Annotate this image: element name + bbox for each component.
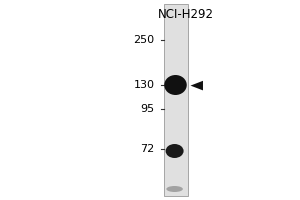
Bar [164,4,188,196]
Text: NCI-H292: NCI-H292 [158,8,214,21]
Text: 95: 95 [140,104,154,114]
Ellipse shape [164,75,187,95]
Text: 250: 250 [134,35,154,45]
Ellipse shape [166,144,184,158]
Text: 72: 72 [140,144,154,154]
Polygon shape [190,81,203,90]
Text: 130: 130 [134,80,154,90]
Ellipse shape [166,186,183,192]
